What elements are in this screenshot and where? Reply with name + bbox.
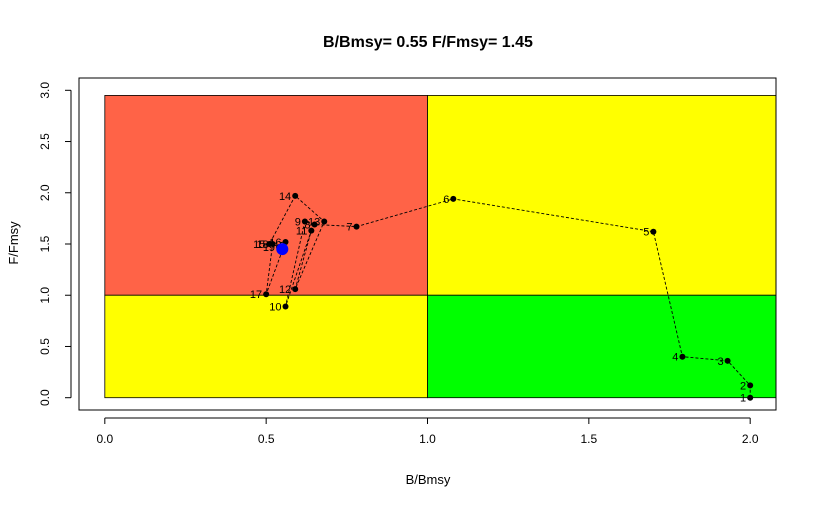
trajectory-point-5 (650, 228, 657, 235)
point-label-19: 19 (263, 242, 275, 254)
point-label-9: 9 (295, 216, 301, 228)
y-tick-label-5: 2.5 (38, 133, 52, 150)
trajectory-point-1 (747, 394, 754, 401)
x-axis-label: B/Bmsy (406, 472, 451, 487)
y-tick-label-1: 0.5 (38, 338, 52, 355)
trajectory-point-8 (311, 221, 318, 228)
point-label-17: 17 (250, 289, 262, 301)
y-tick-label-4: 2.0 (38, 184, 52, 201)
y-tick-label-6: 3.0 (38, 82, 52, 99)
zone-1 (427, 95, 777, 296)
trajectory-point-4 (679, 353, 686, 360)
trajectory-point-10 (282, 303, 289, 310)
trajectory-point-9 (301, 218, 308, 225)
x-tick-label-1: 0.5 (258, 432, 275, 446)
point-label-10: 10 (269, 302, 281, 314)
chart-title: B/Bmsy= 0.55 F/Fmsy= 1.45 (323, 34, 533, 51)
zone-0 (104, 95, 428, 296)
point-label-1: 1 (740, 393, 746, 405)
point-label-15: 15 (253, 239, 265, 251)
trajectory-point-12 (292, 286, 299, 293)
y-tick-label-0: 0.0 (38, 389, 52, 406)
point-label-12: 12 (279, 284, 291, 296)
point-label-4: 4 (672, 352, 678, 364)
plot-frame (78, 77, 777, 411)
trajectory-point-6 (450, 195, 457, 202)
trajectory-point-18 (269, 241, 276, 247)
x-tick-label-0: 0.0 (96, 432, 113, 446)
y-tick-label-3: 1.5 (38, 235, 52, 252)
point-label-2: 2 (740, 380, 746, 392)
point-label-13: 13 (308, 216, 320, 228)
trajectory-point-7 (353, 223, 360, 230)
trajectory-point-13 (321, 218, 328, 225)
trajectory-point-11 (308, 227, 315, 234)
point-label-6: 6 (443, 194, 449, 206)
trajectory-point-14 (292, 192, 299, 199)
trajectory-point-2 (747, 382, 754, 389)
x-tick-label-4: 2.0 (742, 432, 759, 446)
y-axis-label: F/Fmsy (6, 221, 21, 265)
point-label-18: 18 (256, 239, 268, 251)
point-label-5: 5 (643, 227, 649, 239)
point-label-3: 3 (717, 356, 723, 368)
point-label-11: 11 (296, 226, 307, 238)
zone-2 (104, 294, 428, 399)
trajectory-point-3 (724, 357, 731, 364)
x-tick-label-3: 1.5 (580, 432, 597, 446)
point-label-7: 7 (346, 222, 352, 234)
point-label-8: 8 (304, 220, 310, 232)
trajectory-point-17 (263, 291, 270, 298)
zone-3 (427, 294, 777, 399)
point-label-14: 14 (279, 191, 291, 203)
y-tick-label-2: 1.0 (38, 287, 52, 304)
plot-area: 123456789101112131415161718190.00.51.01.… (38, 77, 777, 446)
current-status-point (276, 243, 289, 256)
x-tick-label-2: 1.0 (419, 432, 436, 446)
